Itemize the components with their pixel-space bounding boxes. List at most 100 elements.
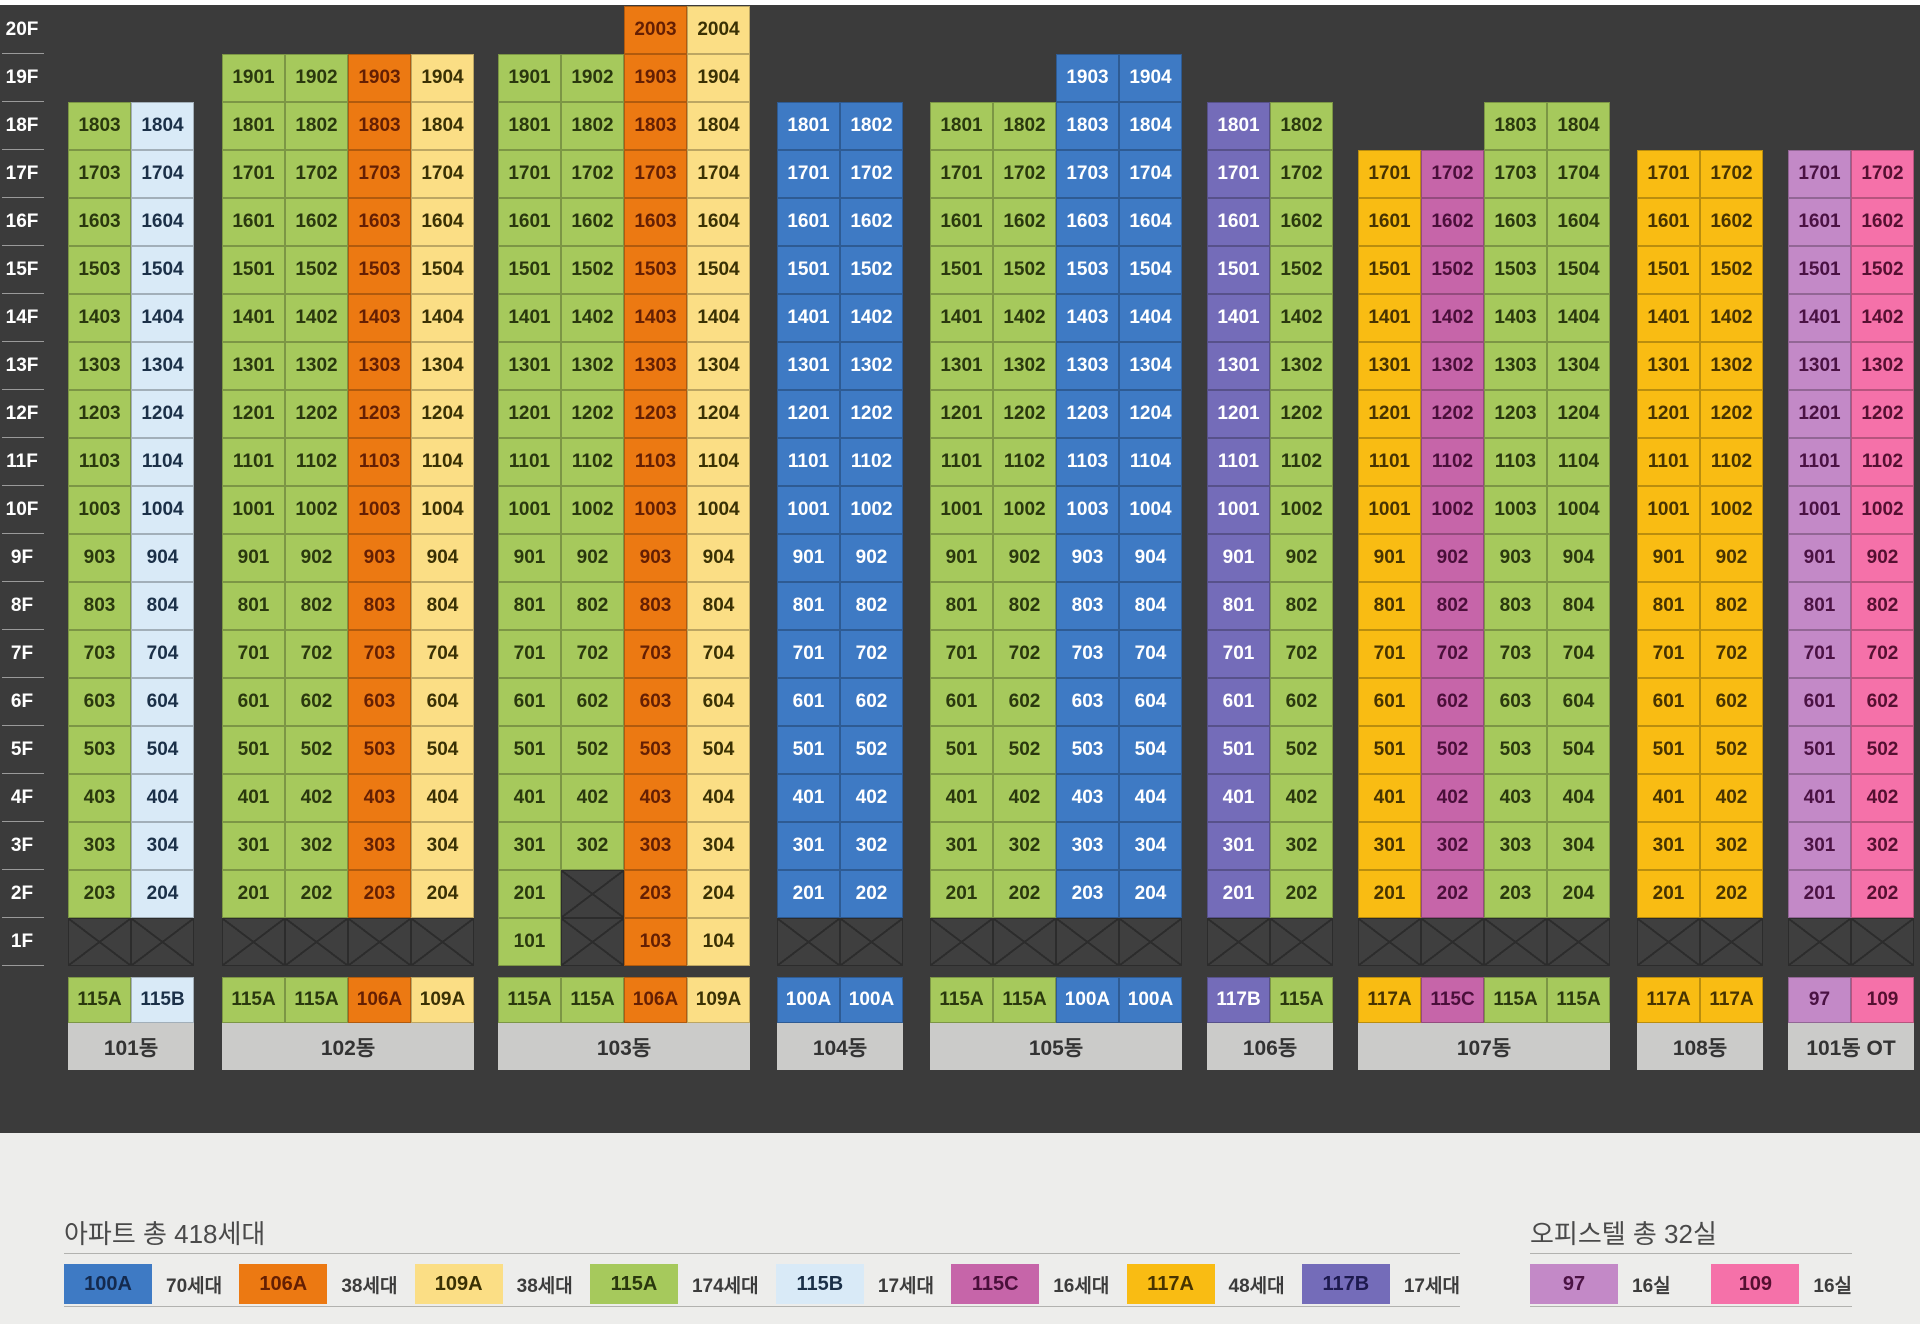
unit-cell[interactable]: 202	[993, 870, 1056, 918]
unit-cell[interactable]: 1501	[1637, 246, 1700, 294]
unit-cell[interactable]: 1804	[1119, 102, 1182, 150]
unit-cell[interactable]: 1404	[131, 294, 194, 342]
unit-cell[interactable]: 802	[840, 582, 903, 630]
unit-cell[interactable]: 401	[1358, 774, 1421, 822]
unit-cell[interactable]: 1101	[1207, 438, 1270, 486]
unit-cell[interactable]: 1303	[68, 342, 131, 390]
unit-cell[interactable]: 302	[993, 822, 1056, 870]
unit-cell[interactable]: 1504	[1547, 246, 1610, 294]
unit-cell[interactable]: 1103	[1056, 438, 1119, 486]
unit-cell[interactable]: 1001	[1207, 486, 1270, 534]
unit-cell[interactable]: 504	[131, 726, 194, 774]
unit-cell[interactable]: 1101	[930, 438, 993, 486]
unit-cell[interactable]: 1704	[411, 150, 474, 198]
unit-cell[interactable]: 1701	[1207, 150, 1270, 198]
unit-cell[interactable]: 1702	[993, 150, 1056, 198]
unit-cell[interactable]: 103	[624, 918, 687, 966]
unit-cell[interactable]: 1502	[285, 246, 348, 294]
unit-cell[interactable]: 502	[1851, 726, 1914, 774]
unit-cell[interactable]: 1804	[411, 102, 474, 150]
unit-cell[interactable]: 1001	[1788, 486, 1851, 534]
unit-cell[interactable]: 1903	[348, 54, 411, 102]
unit-cell[interactable]: 1303	[624, 342, 687, 390]
unit-cell[interactable]: 701	[222, 630, 285, 678]
unit-cell[interactable]: 1801	[1207, 102, 1270, 150]
unit-cell[interactable]: 401	[1788, 774, 1851, 822]
unit-cell[interactable]: 2003	[624, 6, 687, 54]
unit-cell[interactable]: 1501	[930, 246, 993, 294]
unit-cell[interactable]: 1601	[1207, 198, 1270, 246]
unit-cell[interactable]: 1504	[131, 246, 194, 294]
unit-cell[interactable]: 1302	[1270, 342, 1333, 390]
unit-cell[interactable]: 501	[777, 726, 840, 774]
unit-cell[interactable]: 302	[1270, 822, 1333, 870]
unit-cell[interactable]: 801	[1788, 582, 1851, 630]
unit-cell[interactable]: 1303	[1056, 342, 1119, 390]
unit-cell[interactable]: 1504	[411, 246, 474, 294]
unit-cell[interactable]: 1002	[285, 486, 348, 534]
unit-cell[interactable]: 201	[930, 870, 993, 918]
unit-cell[interactable]: 1402	[1270, 294, 1333, 342]
unit-cell[interactable]: 702	[993, 630, 1056, 678]
unit-cell[interactable]: 702	[1270, 630, 1333, 678]
unit-cell[interactable]: 304	[411, 822, 474, 870]
unit-cell[interactable]: 1404	[411, 294, 474, 342]
unit-cell[interactable]: 1104	[1119, 438, 1182, 486]
unit-cell[interactable]: 901	[1358, 534, 1421, 582]
unit-cell[interactable]: 502	[1270, 726, 1333, 774]
unit-cell[interactable]: 304	[1119, 822, 1182, 870]
unit-cell[interactable]: 1201	[1637, 390, 1700, 438]
unit-cell[interactable]: 301	[777, 822, 840, 870]
unit-cell[interactable]: 501	[498, 726, 561, 774]
unit-cell[interactable]: 1001	[777, 486, 840, 534]
unit-cell[interactable]: 604	[1547, 678, 1610, 726]
unit-cell[interactable]: 202	[840, 870, 903, 918]
unit-cell[interactable]: 1101	[777, 438, 840, 486]
unit-cell[interactable]: 1202	[1700, 390, 1763, 438]
unit-cell[interactable]: 1403	[348, 294, 411, 342]
unit-cell[interactable]: 1603	[1484, 198, 1547, 246]
unit-cell[interactable]: 1204	[131, 390, 194, 438]
unit-cell[interactable]: 1602	[1270, 198, 1333, 246]
unit-cell[interactable]: 1904	[1119, 54, 1182, 102]
unit-cell[interactable]: 502	[993, 726, 1056, 774]
unit-cell[interactable]: 601	[930, 678, 993, 726]
unit-cell[interactable]: 802	[285, 582, 348, 630]
unit-cell[interactable]: 704	[1547, 630, 1610, 678]
unit-cell[interactable]: 1702	[1270, 150, 1333, 198]
unit-cell[interactable]: 602	[285, 678, 348, 726]
unit-cell[interactable]: 1101	[1358, 438, 1421, 486]
unit-cell[interactable]: 904	[131, 534, 194, 582]
unit-cell[interactable]: 804	[1547, 582, 1610, 630]
unit-cell[interactable]: 801	[1637, 582, 1700, 630]
unit-cell[interactable]: 503	[1484, 726, 1547, 774]
unit-cell[interactable]: 801	[222, 582, 285, 630]
unit-cell[interactable]: 804	[1119, 582, 1182, 630]
unit-cell[interactable]: 402	[1851, 774, 1914, 822]
unit-cell[interactable]: 501	[222, 726, 285, 774]
unit-cell[interactable]: 901	[498, 534, 561, 582]
unit-cell[interactable]: 601	[1358, 678, 1421, 726]
unit-cell[interactable]: 204	[687, 870, 750, 918]
unit-cell[interactable]: 901	[1788, 534, 1851, 582]
unit-cell[interactable]: 1101	[1637, 438, 1700, 486]
unit-cell[interactable]: 802	[993, 582, 1056, 630]
unit-cell[interactable]: 502	[561, 726, 624, 774]
unit-cell[interactable]: 902	[1421, 534, 1484, 582]
unit-cell[interactable]: 1202	[840, 390, 903, 438]
unit-cell[interactable]: 404	[411, 774, 474, 822]
unit-cell[interactable]: 1602	[840, 198, 903, 246]
unit-cell[interactable]: 502	[285, 726, 348, 774]
unit-cell[interactable]: 1004	[687, 486, 750, 534]
unit-cell[interactable]: 801	[930, 582, 993, 630]
unit-cell[interactable]: 1104	[411, 438, 474, 486]
unit-cell[interactable]: 802	[1700, 582, 1763, 630]
unit-cell[interactable]: 802	[561, 582, 624, 630]
unit-cell[interactable]: 1301	[1207, 342, 1270, 390]
unit-cell[interactable]: 1704	[687, 150, 750, 198]
unit-cell[interactable]: 1704	[131, 150, 194, 198]
unit-cell[interactable]: 802	[1851, 582, 1914, 630]
unit-cell[interactable]: 701	[498, 630, 561, 678]
unit-cell[interactable]: 1802	[561, 102, 624, 150]
unit-cell[interactable]: 1603	[624, 198, 687, 246]
